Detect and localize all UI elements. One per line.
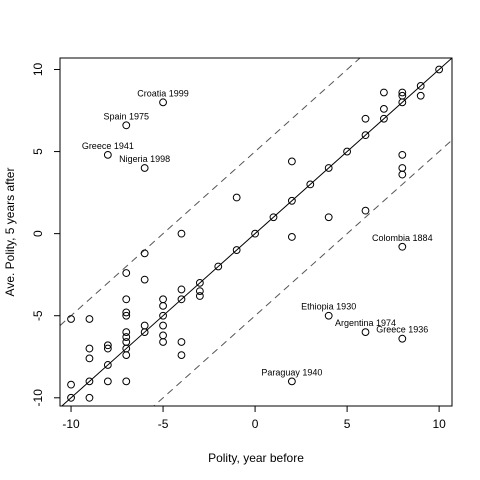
data-point [398, 334, 407, 343]
data-point [177, 229, 186, 238]
data-point [324, 311, 333, 320]
data-point [159, 321, 167, 330]
data-point [416, 91, 425, 100]
data-point [177, 351, 186, 360]
point-annotation: Ethiopia 1930 [301, 302, 356, 312]
data-point [159, 331, 167, 340]
x-tick-label: 5 [344, 417, 351, 431]
data-point [214, 262, 223, 271]
data-point [232, 193, 241, 202]
data-point [269, 213, 278, 222]
data-point [103, 341, 112, 350]
data-point [159, 295, 167, 304]
data-point [251, 229, 259, 238]
data-point [287, 377, 296, 386]
data-point [159, 311, 167, 320]
data-point [85, 377, 94, 386]
data-point [416, 82, 425, 90]
data-point [380, 104, 388, 113]
data-point [398, 242, 407, 251]
reference-line-dashed-2 [153, 139, 452, 406]
data-point [122, 269, 131, 277]
data-point [159, 338, 167, 346]
data-point [159, 301, 167, 310]
data-point [398, 88, 407, 97]
y-tick-label: 5 [31, 148, 45, 155]
data-point [195, 287, 204, 295]
x-tick-label: -10 [62, 417, 80, 431]
data-point [398, 164, 407, 172]
data-point [177, 295, 186, 304]
data-point [287, 233, 296, 241]
point-annotation: Greece 1941 [82, 141, 134, 151]
data-point [122, 338, 131, 346]
x-tick-label: 10 [432, 417, 446, 431]
data-point [103, 344, 112, 353]
data-point [324, 164, 333, 172]
data-point [85, 315, 94, 323]
data-point [85, 354, 94, 363]
data-point [177, 338, 186, 346]
point-annotation: Paraguay 1940 [261, 367, 322, 377]
data-point [85, 344, 94, 353]
x-tick-label: 0 [252, 417, 259, 431]
data-point [361, 131, 370, 140]
point-annotation: Colombia 1884 [372, 233, 433, 243]
data-point [361, 206, 370, 215]
data-point [398, 150, 407, 159]
data-point [361, 114, 370, 123]
plot-frame [59, 57, 453, 407]
data-point [232, 246, 241, 254]
x-axis-title: Polity, year before [208, 451, 304, 465]
point-annotation: Greece 1936 [376, 325, 428, 335]
data-point [122, 295, 131, 304]
data-point [380, 114, 388, 123]
data-point [85, 393, 94, 402]
y-tick-label: -10 [31, 389, 45, 407]
data-point [140, 249, 149, 258]
data-point [195, 292, 204, 300]
data-point [159, 98, 167, 107]
data-point [177, 285, 186, 294]
point-annotation: Spain 1975 [103, 111, 149, 121]
data-point [398, 91, 407, 100]
data-point [122, 333, 131, 341]
data-point [287, 157, 296, 166]
data-point [103, 377, 112, 386]
x-tick-label: -5 [158, 417, 169, 431]
data-point [435, 65, 444, 74]
data-point [67, 393, 75, 402]
data-point [140, 164, 149, 172]
data-point [122, 311, 131, 320]
data-point [103, 361, 112, 369]
y-tick-label: 0 [31, 230, 45, 237]
data-point [67, 315, 75, 323]
data-point [324, 213, 333, 222]
data-point [122, 308, 131, 317]
data-point [140, 321, 149, 330]
data-point [103, 150, 112, 159]
y-tick-label: -5 [31, 310, 45, 321]
data-point [122, 121, 131, 130]
data-point [122, 377, 131, 386]
data-point [122, 351, 131, 360]
y-tick-label: 10 [31, 62, 45, 76]
data-point [287, 196, 296, 205]
data-point [343, 147, 351, 156]
data-point [398, 170, 407, 179]
data-point [380, 88, 388, 97]
point-annotation: Croatia 1999 [137, 88, 189, 98]
data-point [361, 328, 370, 337]
data-point [67, 380, 75, 389]
y-axis-title: Ave. Polity, 5 years after [3, 168, 17, 297]
data-point [195, 278, 204, 287]
data-point [122, 328, 131, 337]
data-point [140, 275, 149, 284]
point-annotation: Argentina 1974 [335, 318, 396, 328]
point-annotation: Nigeria 1998 [119, 154, 170, 164]
data-point [306, 180, 315, 189]
reference-line-dashed-1 [60, 58, 361, 326]
